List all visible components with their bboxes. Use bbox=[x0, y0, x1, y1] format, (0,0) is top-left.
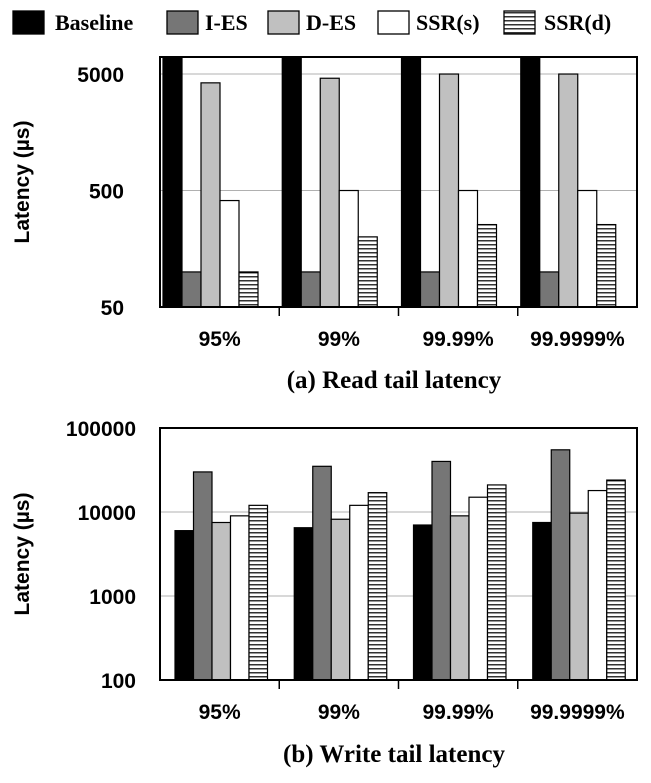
category-label: 99.9999% bbox=[530, 701, 625, 724]
chart-title: (b) Write tail latency bbox=[283, 741, 505, 768]
bar-ssr-d-99 bbox=[357, 236, 378, 308]
legend: Baseline I-ES D-ES SSR(s) SSR(d) bbox=[12, 10, 611, 35]
plot-frame bbox=[159, 56, 638, 308]
category-label: 99% bbox=[318, 701, 360, 724]
category-label: 99% bbox=[318, 328, 360, 351]
bar-i-es-99-99 bbox=[431, 460, 452, 681]
bar-baseline-95 bbox=[174, 530, 195, 681]
bar-ssr-s-99 bbox=[338, 189, 359, 308]
bar-ssr-s-99-99 bbox=[457, 189, 479, 308]
bar-i-es-99 bbox=[312, 465, 332, 681]
legend-label-d-es: D-ES bbox=[306, 10, 356, 35]
y-axis-label: Latency (µs) bbox=[11, 493, 34, 616]
category-label: 95% bbox=[199, 701, 241, 724]
bar-ssr-d-95 bbox=[238, 271, 259, 308]
bar-baseline-99-9999 bbox=[532, 521, 552, 681]
bar-baseline-99-9999 bbox=[520, 56, 541, 308]
bar-d-es-95 bbox=[200, 82, 221, 308]
category-label: 95% bbox=[199, 328, 241, 351]
category-label: 99.9999% bbox=[530, 328, 625, 351]
bar-ssr-d-99-99 bbox=[486, 484, 507, 681]
legend-label-i-es: I-ES bbox=[205, 10, 248, 35]
bar-ssr-s-99 bbox=[349, 504, 369, 681]
y-axis-label: Latency (µs) bbox=[11, 121, 34, 244]
bar-ssr-d-99 bbox=[367, 492, 388, 681]
bar-baseline-99-99 bbox=[412, 524, 433, 681]
y-tick-label: 50 bbox=[101, 297, 124, 320]
legend-swatch-ssr-d bbox=[503, 10, 536, 35]
chart-write-tail-latency: 95% 99% 99.99% 99.9999% 100 1000 10000 100000 La… bbox=[11, 418, 638, 768]
bar-i-es-99-99 bbox=[419, 271, 441, 308]
bar-ssr-s-99-9999 bbox=[587, 489, 608, 681]
bar-i-es-95 bbox=[192, 471, 213, 681]
bar-d-es-99-9999 bbox=[558, 73, 579, 308]
bar-i-es-99 bbox=[300, 271, 321, 308]
y-tick-label: 500 bbox=[89, 181, 124, 204]
legend-label-baseline: Baseline bbox=[55, 10, 133, 35]
bar-ssr-d-99-99 bbox=[476, 223, 498, 308]
bar-i-es-99-9999 bbox=[539, 271, 560, 308]
chart-read-tail-latency: 95% 99% 99.99% 99.9999% 50 500 5000 Latency (µs… bbox=[11, 56, 638, 394]
y-tick-label: 100000 bbox=[66, 418, 136, 441]
legend-swatch-d-es bbox=[267, 10, 300, 35]
bar-i-es-95 bbox=[181, 271, 202, 308]
bar-ssr-s-99-99 bbox=[468, 496, 489, 681]
category-label: 99.99% bbox=[423, 701, 495, 724]
legend-label-ssr-d: SSR(d) bbox=[544, 10, 611, 35]
bar-d-es-99 bbox=[319, 77, 340, 308]
bar-baseline-99-99 bbox=[400, 56, 422, 308]
bar-d-es-99-99 bbox=[438, 73, 460, 308]
y-tick-label: 5000 bbox=[77, 64, 124, 87]
bar-i-es-99-9999 bbox=[550, 449, 571, 681]
bar-ssr-d-99-9999 bbox=[596, 223, 617, 308]
plot-frame bbox=[159, 427, 638, 681]
chart-title: (a) Read tail latency bbox=[287, 367, 502, 394]
legend-swatch-i-es bbox=[166, 10, 199, 35]
bar-ssr-s-95 bbox=[229, 515, 250, 681]
bar-baseline-95 bbox=[162, 56, 183, 308]
legend-swatch-baseline bbox=[12, 10, 45, 35]
bar-ssr-s-95 bbox=[219, 199, 240, 308]
legend-label-ssr-s: SSR(s) bbox=[416, 10, 480, 35]
bar-ssr-s-99-9999 bbox=[577, 189, 598, 308]
bar-d-es-99-9999 bbox=[569, 512, 589, 681]
bar-d-es-99 bbox=[330, 518, 351, 681]
bar-baseline-99 bbox=[293, 527, 314, 681]
bar-baseline-99 bbox=[281, 56, 302, 308]
y-tick-label: 10000 bbox=[78, 502, 136, 525]
bar-ssr-d-95 bbox=[248, 504, 269, 681]
legend-swatch-ssr-s bbox=[377, 10, 410, 35]
y-tick-label: 1000 bbox=[89, 586, 136, 609]
category-label: 99.99% bbox=[423, 328, 495, 351]
bar-d-es-99-99 bbox=[449, 515, 470, 681]
bar-d-es-95 bbox=[211, 521, 232, 681]
y-tick-label: 100 bbox=[101, 670, 136, 693]
bar-ssr-d-99-9999 bbox=[606, 479, 626, 681]
